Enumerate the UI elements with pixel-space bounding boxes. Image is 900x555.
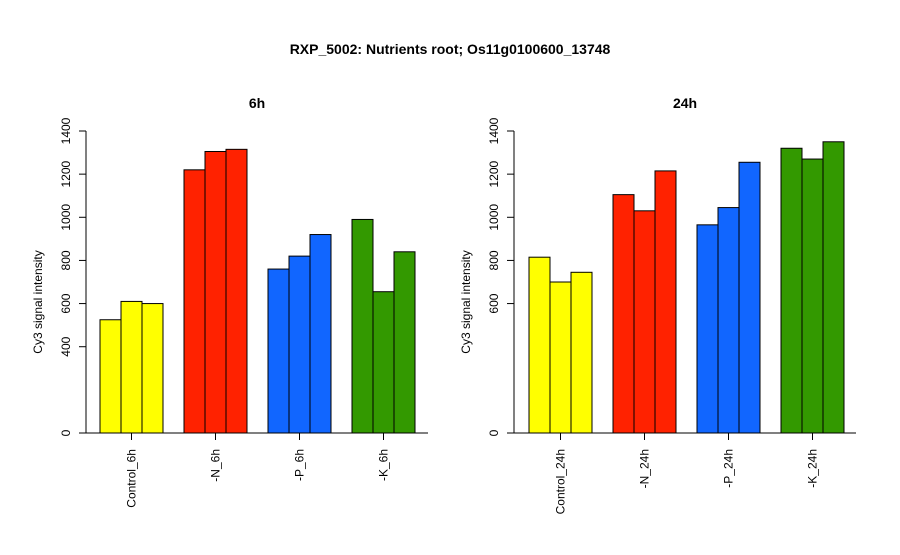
y-tick-label: 600 — [59, 293, 73, 313]
y-axis-label: Cy3 signal intensity — [31, 250, 45, 353]
y-tick-label: 800 — [59, 250, 73, 270]
y-tick-label: 1200 — [59, 160, 73, 187]
bar — [267, 268, 290, 434]
bar — [309, 234, 332, 434]
x-category-label: -N_24h — [638, 449, 652, 488]
bar — [717, 207, 740, 434]
bar — [225, 148, 248, 434]
y-axis-label: Cy3 signal intensity — [459, 250, 473, 353]
y-tick-label: 0 — [59, 429, 73, 436]
y-tick-label: 600 — [487, 293, 501, 313]
panel-24h: 24h Cy3 signal intensity 0 600 800 1000 1200 14… — [459, 95, 856, 514]
panel-title: 6h — [249, 95, 265, 111]
panel-title: 24h — [673, 95, 697, 111]
y-tick-label: 0 — [487, 429, 501, 436]
bar — [372, 291, 395, 434]
x-category-label: -P_24h — [722, 449, 736, 488]
y-tick-label: 400 — [59, 336, 73, 356]
bar — [204, 150, 227, 434]
bar — [633, 210, 656, 434]
bar — [351, 218, 374, 434]
bar — [801, 158, 824, 434]
bar — [654, 170, 677, 434]
bar — [141, 303, 164, 434]
bar — [528, 256, 551, 434]
bar — [288, 255, 311, 434]
panel-6h: 6h Cy3 signal intensity 0 400 600 800 1000 1200… — [31, 95, 428, 508]
x-category-label: Control_24h — [554, 449, 568, 514]
x-category-label: -K_6h — [377, 449, 391, 481]
main-title: RXP_5002: Nutrients root; Os11g0100600_1… — [290, 41, 611, 57]
bar — [120, 300, 143, 434]
bar — [393, 251, 416, 434]
bar — [183, 169, 206, 434]
y-tick-label: 1000 — [59, 204, 73, 231]
y-tick-label: 1400 — [59, 117, 73, 144]
bar — [696, 224, 719, 434]
y-tick-label: 1000 — [487, 204, 501, 231]
bar — [738, 161, 761, 434]
y-tick-label: 1200 — [487, 160, 501, 187]
y-tick-label: 1400 — [487, 117, 501, 144]
x-category-label: Control_6h — [125, 449, 139, 508]
x-category-label: -N_6h — [209, 449, 223, 482]
x-category-label: -K_24h — [806, 449, 820, 488]
bar — [822, 141, 845, 434]
y-tick-label: 800 — [487, 250, 501, 270]
bar — [612, 194, 635, 434]
bar — [99, 319, 122, 434]
bar — [780, 147, 803, 434]
bar — [549, 281, 572, 434]
x-category-label: -P_6h — [293, 449, 307, 481]
bar — [570, 271, 593, 434]
